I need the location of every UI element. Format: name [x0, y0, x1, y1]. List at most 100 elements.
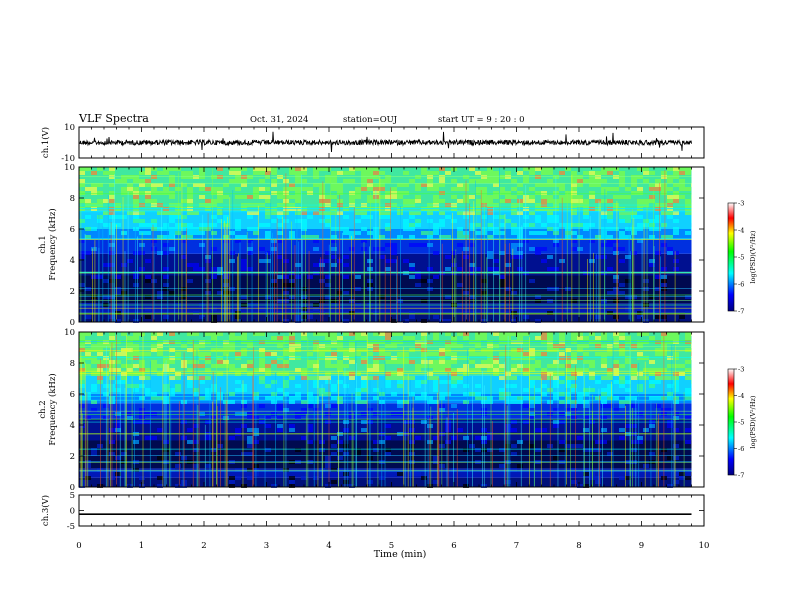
spectrogram-cell: [493, 259, 499, 263]
spectrogram-cell: [343, 356, 349, 360]
spectrogram-cell: [193, 392, 199, 396]
spectrogram-cell: [127, 191, 133, 195]
spectrogram-cell: [607, 219, 613, 223]
spectrogram-cell: [385, 424, 391, 428]
colorbar-tick-label: -4: [738, 392, 744, 400]
spectrogram-cell: [361, 428, 367, 432]
spectrogram-cell: [241, 388, 247, 392]
spectrogram-cell: [391, 344, 397, 348]
spectrogram-cell: [79, 255, 85, 259]
spectrogram-cell: [187, 175, 193, 179]
spectrogram-cell: [565, 364, 571, 368]
spectrogram-cell: [511, 352, 517, 356]
spectrogram-cell: [187, 332, 193, 336]
spectrogram-cell: [595, 352, 601, 356]
spectrogram-cell: [589, 179, 595, 183]
spectrogram-cell: [217, 396, 223, 400]
spectrogram-cell: [661, 183, 667, 187]
spectrogram-cell: [211, 364, 217, 368]
spectrogram-cell: [445, 360, 451, 364]
spectrogram-cell: [505, 175, 511, 179]
spectrogram-cell: [517, 440, 523, 444]
spectrogram-cell: [601, 400, 607, 404]
spectrogram-cell: [649, 199, 655, 203]
spectrogram-cell: [445, 368, 451, 372]
spectrogram-cell: [109, 315, 115, 319]
spectrogram-cell: [223, 400, 229, 404]
y-axis-label: ch.1(V): [40, 127, 51, 158]
spectrogram-cell: [379, 215, 385, 219]
spectrogram-cell: [235, 223, 241, 227]
spectrogram-cell: [199, 376, 205, 380]
spectrogram-cell: [241, 195, 247, 199]
spectrogram-cell: [391, 247, 397, 251]
spectrogram-cell: [403, 191, 409, 195]
spectrogram-cell: [253, 191, 259, 195]
spectrogram-cell: [475, 344, 481, 348]
spectrogram-cell: [451, 344, 457, 348]
spectrogram-cell: [517, 336, 523, 340]
spectrogram-cell: [427, 372, 433, 376]
spectrogram-cell: [619, 428, 625, 432]
spectrogram-cell: [469, 211, 475, 215]
spectrogram-cell: [247, 440, 253, 444]
spectrogram-cell: [631, 215, 637, 219]
spectrogram-cell: [595, 344, 601, 348]
spectrogram-cell: [373, 396, 379, 400]
spectrogram-cell: [187, 263, 193, 267]
spectrogram-cell: [463, 436, 469, 440]
spectrogram-cell: [433, 223, 439, 227]
spectrogram-cell: [265, 259, 271, 263]
spectrogram-cell: [589, 388, 595, 392]
spectrogram-cell: [463, 368, 469, 372]
spectrogram-cell: [451, 187, 457, 191]
spectrogram-cell: [529, 279, 535, 283]
spectrogram-cell: [205, 340, 211, 344]
spectrogram-cell: [535, 175, 541, 179]
spectrogram-cell: [595, 476, 601, 480]
spectrogram-cell: [433, 199, 439, 203]
spectrogram-cell: [433, 332, 439, 336]
spectrogram-cell: [511, 384, 517, 388]
spectrogram-cell: [289, 428, 295, 432]
spectrogram-cell: [481, 332, 487, 336]
spectrogram-cell: [427, 175, 433, 179]
spectrogram-cell: [625, 211, 631, 215]
spectrogram-cell: [499, 448, 505, 452]
spectrogram-cell: [127, 336, 133, 340]
spectrogram-cell: [511, 187, 517, 191]
spectrogram-cell: [631, 376, 637, 380]
spectrogram-cell: [313, 368, 319, 372]
spectrogram-cell: [421, 279, 427, 283]
colorbar-gradient: [727, 368, 735, 476]
spectrogram-cell: [301, 368, 307, 372]
colorbar-tick-label: -5: [738, 419, 744, 427]
spectrogram-cell: [199, 344, 205, 348]
spectrogram-cell: [553, 364, 559, 368]
spectrogram-cell: [271, 283, 277, 287]
spectrogram-cell: [295, 412, 301, 416]
spectrogram-cell: [331, 364, 337, 368]
spectrogram-cell: [541, 392, 547, 396]
spectrogram-cell: [385, 336, 391, 340]
spectrogram-cell: [571, 332, 577, 336]
spectrogram-cell: [451, 372, 457, 376]
spectrogram-cell: [583, 179, 589, 183]
spectrogram-cell: [421, 171, 427, 175]
spectrogram-cell: [277, 211, 283, 215]
spectrogram-cell: [319, 187, 325, 191]
spectrogram-cell: [271, 352, 277, 356]
spectrogram-cell: [157, 295, 163, 299]
spectrogram-cell: [451, 352, 457, 356]
spectrogram-cell: [169, 368, 175, 372]
spectrogram-cell: [229, 251, 235, 255]
spectrogram-cell: [523, 167, 529, 171]
spectrogram-cell: [643, 179, 649, 183]
spectrogram-cell: [337, 440, 343, 444]
spectrogram-cell: [397, 191, 403, 195]
spectrogram-cell: [163, 267, 169, 271]
spectrogram-cell: [547, 199, 553, 203]
spectrogram-cell: [277, 299, 283, 303]
spectrogram-cell: [259, 332, 265, 336]
spectrogram-cell: [229, 259, 235, 263]
